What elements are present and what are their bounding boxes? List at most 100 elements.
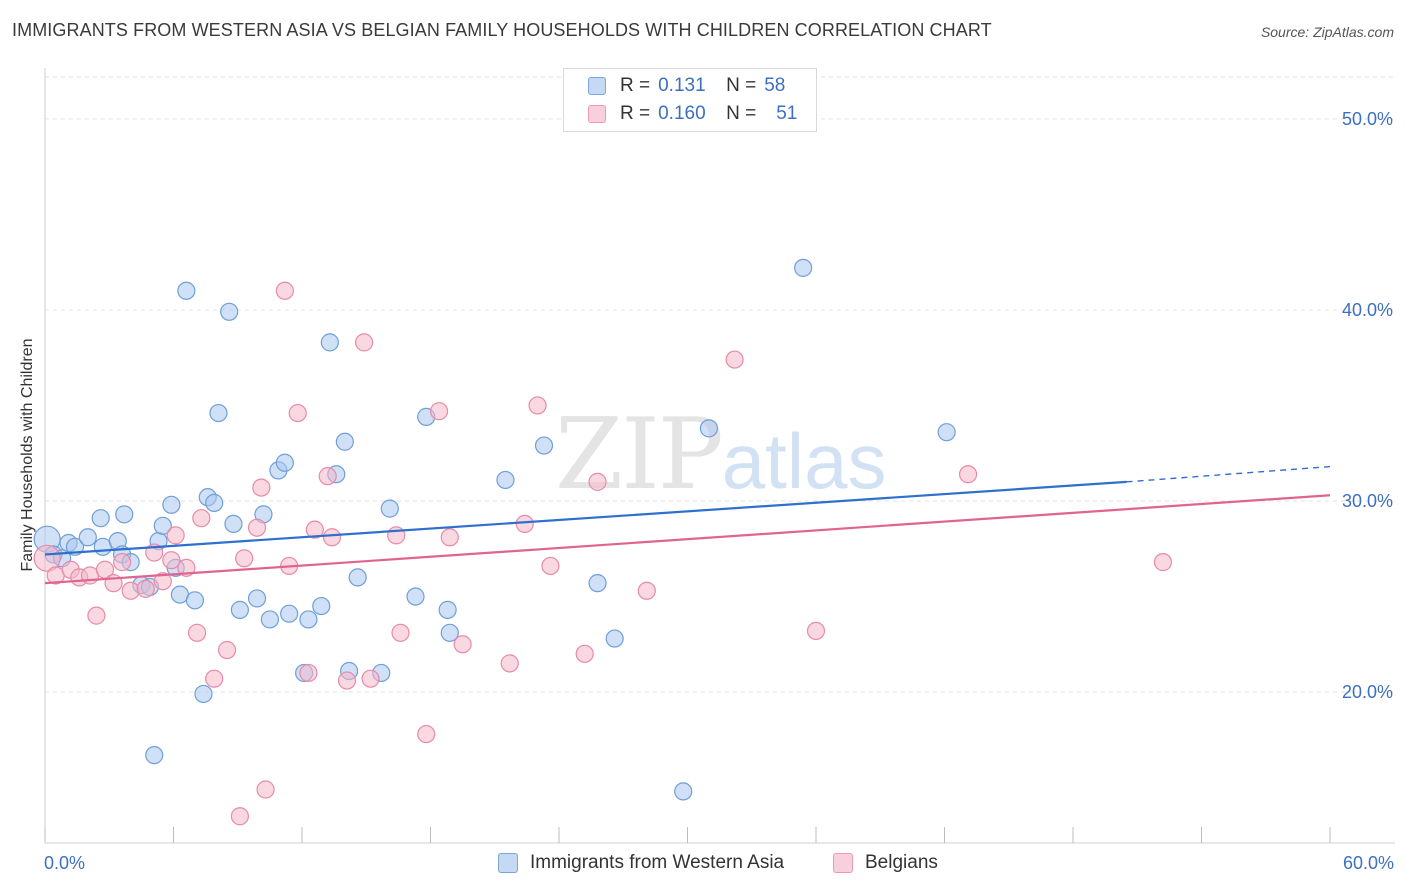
western-asia-point: [230, 600, 249, 619]
belgians-point: [361, 669, 380, 688]
y-tick-label: 50.0%: [1342, 109, 1393, 129]
legend-r-value: 0.131: [658, 75, 706, 96]
western-asia-point: [438, 600, 457, 619]
western-asia-point: [209, 403, 228, 423]
western-asia-point: [406, 587, 425, 606]
legend-r-label: R =: [620, 103, 651, 124]
western-asia-point: [247, 589, 267, 608]
belgians-point: [187, 623, 207, 642]
series-legend-swatch-pink: [833, 853, 853, 873]
stats-legend: R = 0.131 N = 58 R = 0.160 N = 51: [563, 68, 817, 132]
western-asia-point: [224, 514, 243, 533]
legend-r-label: R =: [620, 75, 651, 96]
belgians-point: [337, 671, 357, 690]
western-asia-point: [145, 746, 164, 765]
belgians-point: [588, 472, 607, 491]
series-legend-label: Belgians: [865, 852, 938, 873]
belgians-point: [318, 467, 337, 486]
belgians-point: [162, 551, 181, 570]
western-asia-point: [280, 604, 299, 623]
belgians-point: [515, 514, 534, 533]
western-asia-point: [348, 568, 367, 587]
legend-row-western-asia: R = 0.131 N = 58: [588, 74, 785, 98]
western-asia-point: [335, 432, 354, 451]
western-asia-point: [78, 528, 97, 547]
belgians-point: [806, 621, 826, 641]
belgians-point: [121, 581, 140, 600]
western-asia-point: [275, 453, 294, 472]
western-asia-point: [260, 610, 279, 629]
belgians-point: [112, 553, 132, 572]
belgians-trendline: [44, 494, 1331, 585]
series-legend: Immigrants from Western Asia Belgians: [0, 852, 1406, 878]
belgians-point: [192, 509, 211, 528]
western-asia-point: [177, 281, 196, 300]
western-asia-point: [440, 623, 459, 642]
western-asia-trendline-extension: [1126, 465, 1331, 483]
belgians-point: [299, 663, 318, 683]
western-asia-point: [153, 516, 172, 535]
western-asia-point: [162, 495, 181, 514]
western-asia-point: [91, 509, 110, 528]
belgians-point: [637, 581, 656, 600]
belgians-point: [528, 396, 547, 415]
belgians-point: [440, 528, 459, 547]
belgians-point: [252, 478, 271, 497]
series-legend-label: Immigrants from Western Asia: [530, 852, 785, 873]
x-tick-label-max: 60.0%: [1342, 853, 1394, 873]
western-asia-trendline: [44, 480, 1127, 556]
legend-swatch-pink: [588, 105, 606, 123]
legend-swatch-blue: [588, 77, 606, 95]
legend-n-value: 58: [764, 75, 786, 96]
belgians-point: [429, 402, 449, 421]
western-asia-point: [299, 610, 318, 629]
series-legend-item-belgians: Belgians: [833, 852, 938, 874]
belgians-point: [230, 807, 249, 826]
belgians-point: [1153, 553, 1173, 572]
belgians-point: [305, 520, 324, 539]
belgians-point: [541, 556, 560, 576]
belgians-point: [725, 350, 744, 369]
western-asia-point: [220, 302, 239, 321]
western-asia-point: [496, 470, 515, 490]
y-tick-label: 20.0%: [1342, 682, 1393, 702]
belgians-point: [33, 544, 61, 572]
series-legend-swatch-blue: [498, 853, 518, 873]
belgians-point: [391, 623, 410, 642]
belgians-point: [235, 549, 254, 568]
chart-title: IMMIGRANTS FROM WESTERN ASIA VS BELGIAN …: [12, 20, 992, 40]
legend-r-value: 0.160: [658, 103, 706, 124]
belgians-point: [275, 281, 294, 300]
y-tick-label: 30.0%: [1342, 491, 1393, 511]
belgians-point: [958, 465, 978, 484]
belgians-point: [205, 669, 224, 688]
belgians-point: [87, 606, 106, 625]
belgians-point: [322, 528, 342, 547]
western-asia-point: [605, 629, 624, 648]
legend-n-label: N =: [726, 75, 757, 96]
legend-n-value: 51: [776, 103, 798, 124]
legend-row-belgians: R = 0.160 N = 51: [588, 102, 797, 126]
belgians-point: [247, 518, 267, 537]
western-asia-point: [674, 782, 693, 801]
belgians-point: [166, 526, 185, 545]
belgians-point: [136, 579, 155, 598]
source-label: Source: ZipAtlas.com: [1260, 24, 1394, 40]
western-asia-point: [534, 436, 554, 455]
western-asia-point: [185, 591, 205, 610]
series-legend-item-western-asia: Immigrants from Western Asia: [498, 852, 784, 874]
belgians-point: [500, 654, 519, 673]
belgians-point: [153, 572, 172, 591]
belgians-point: [453, 635, 472, 654]
western-asia-point: [312, 596, 331, 616]
western-asia-point: [794, 258, 813, 277]
belgians-point: [217, 640, 237, 660]
western-asia-point: [380, 499, 399, 518]
western-asia-point: [699, 419, 719, 438]
belgians-point: [575, 644, 594, 663]
belgians-point: [417, 724, 436, 744]
western-asia-point: [205, 493, 224, 512]
western-asia-point: [937, 423, 956, 442]
belgians-point: [355, 333, 374, 352]
